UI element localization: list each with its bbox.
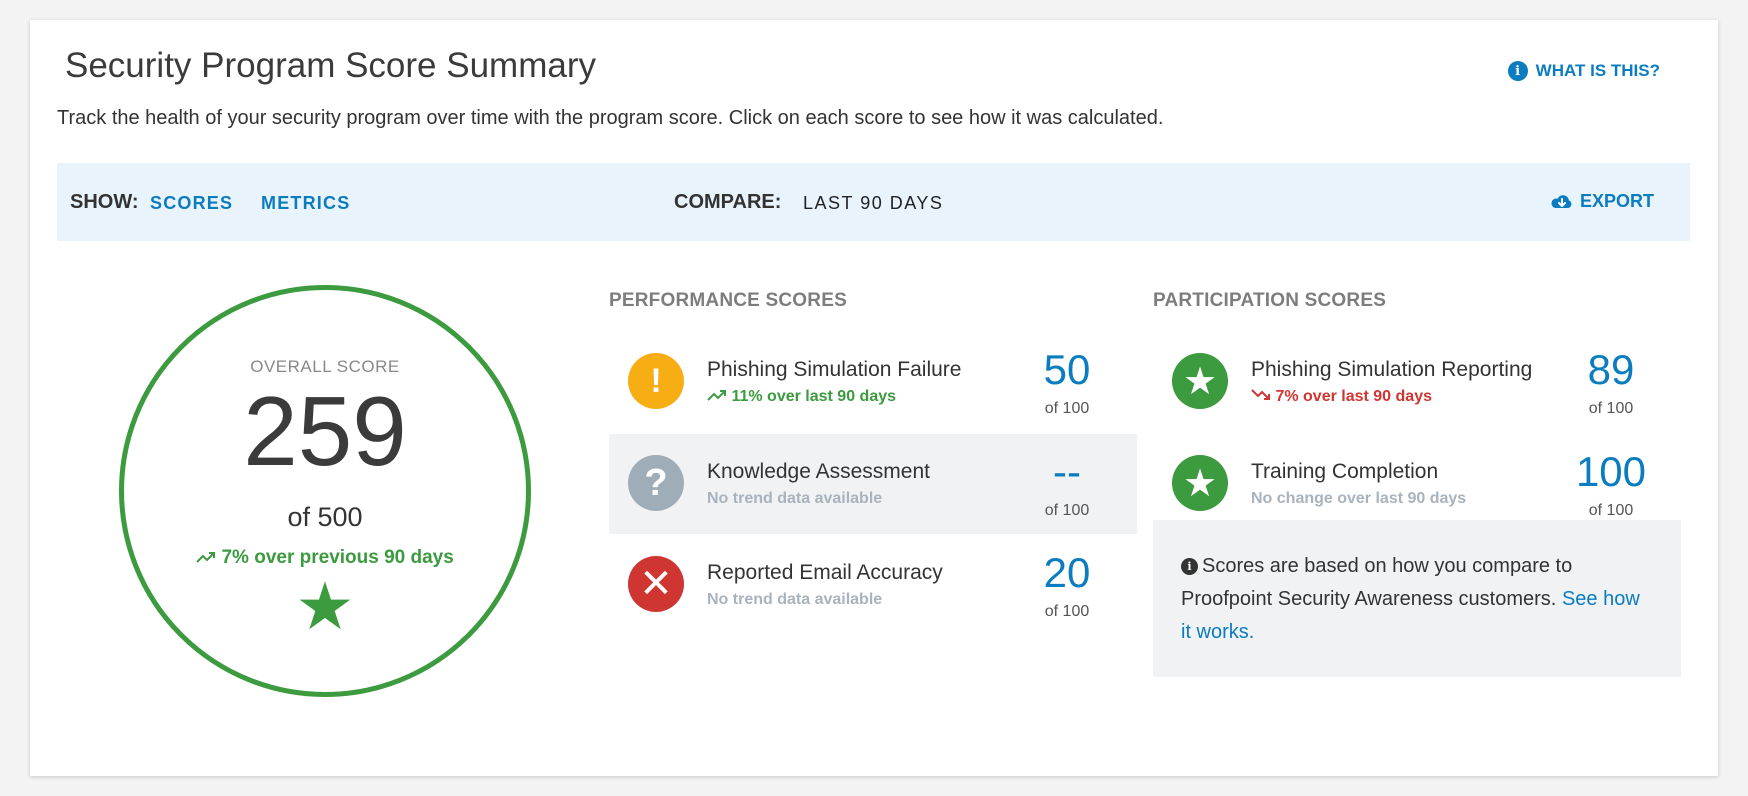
score-max: of 100 <box>1588 400 1634 417</box>
show-label: SHOW: <box>70 191 139 213</box>
score-trend-text: No trend data available <box>707 591 883 608</box>
info-icon: i <box>1507 61 1528 81</box>
participation-scores-heading: PARTICIPATION SCORES <box>1153 290 1387 311</box>
page-subtitle: Track the health of your security progra… <box>57 107 1164 129</box>
star-icon: ★ <box>1172 353 1228 409</box>
score-value: 100 <box>1575 448 1647 495</box>
trend-up-icon <box>707 390 726 401</box>
overall-score-max: of 500 <box>287 502 363 532</box>
score-name: Knowledge Assessment <box>707 460 930 483</box>
score-row-reported-email-accuracy[interactable]: ✕ Reported Email Accuracy No trend data … <box>609 535 1137 635</box>
score-max: of 100 <box>1044 400 1090 417</box>
score-value: 89 <box>1587 346 1635 393</box>
score-max: of 100 <box>1044 603 1090 620</box>
score-value: -- <box>1053 448 1081 495</box>
page-title: Security Program Score Summary <box>65 46 596 85</box>
score-name: Phishing Simulation Reporting <box>1251 358 1533 381</box>
show-metrics-option[interactable]: METRICS <box>261 193 351 213</box>
score-max: of 100 <box>1044 502 1090 519</box>
compare-label: COMPARE: <box>674 191 782 213</box>
score-row-knowledge-assessment[interactable]: ? Knowledge Assessment No trend data ava… <box>609 434 1137 534</box>
trend-down-icon <box>1251 389 1270 400</box>
cloud-download-icon <box>1551 194 1572 208</box>
info-icon: i <box>1181 558 1198 575</box>
question-icon: ? <box>628 455 684 511</box>
export-label: EXPORT <box>1579 191 1654 211</box>
score-summary-card: Security Program Score Summary i WHAT IS… <box>30 20 1718 776</box>
exclamation-icon: ! <box>628 353 684 409</box>
compare-dropdown[interactable]: LAST 90 DAYS <box>803 193 944 213</box>
score-row-phishing-simulation-failure[interactable]: ! Phishing Simulation Failure 11% over l… <box>609 332 1137 432</box>
score-info-note: i Scores are based on how you compare to … <box>1153 520 1681 677</box>
score-name: Reported Email Accuracy <box>707 561 943 584</box>
overall-score-trend: 7% over previous 90 days <box>124 547 526 569</box>
score-row-phishing-simulation-reporting[interactable]: ★ Phishing Simulation Reporting 7% over … <box>1153 332 1681 432</box>
score-trend-text: No change over last 90 days <box>1251 490 1467 507</box>
score-row-training-completion[interactable]: ★ Training Completion No change over las… <box>1153 434 1681 534</box>
score-trend-text: No trend data available <box>707 490 883 507</box>
score-name: Phishing Simulation Failure <box>707 358 962 381</box>
overall-score-value: 259 <box>243 376 407 486</box>
show-scores-option[interactable]: SCORES <box>150 193 234 213</box>
score-trend: 7% over last 90 days <box>1251 388 1432 406</box>
overall-score-circle[interactable]: OVERALL SCORE 259 of 500 7% over previou… <box>119 285 531 697</box>
export-button[interactable]: EXPORT <box>1550 191 1654 212</box>
score-name: Training Completion <box>1251 460 1439 483</box>
score-info-text: Scores are based on how you compare to P… <box>1181 555 1573 610</box>
score-trend-text: 7% over last 90 days <box>1275 388 1432 405</box>
star-icon: ★ <box>295 569 355 643</box>
star-icon: ★ <box>1172 455 1228 511</box>
score-max: of 100 <box>1588 502 1634 519</box>
see-how-it-works-link[interactable]: See how it works. <box>1181 588 1640 643</box>
what-is-this-label: WHAT IS THIS? <box>1535 61 1660 80</box>
score-trend-text: 11% over last 90 days <box>731 388 897 405</box>
trend-up-icon <box>196 552 216 563</box>
x-icon: ✕ <box>628 556 684 612</box>
score-trend: 11% over last 90 days <box>707 388 896 406</box>
score-value: 50 <box>1043 346 1091 393</box>
filter-bar: SHOW: SCORES METRICS COMPARE: LAST 90 DA… <box>57 163 1690 241</box>
overall-score-trend-text: 7% over previous 90 days <box>221 547 454 568</box>
what-is-this-link[interactable]: i WHAT IS THIS? <box>1507 61 1660 81</box>
overall-score-label: OVERALL SCORE <box>250 357 400 376</box>
score-value: 20 <box>1043 549 1091 596</box>
performance-scores-heading: PERFORMANCE SCORES <box>609 290 847 311</box>
